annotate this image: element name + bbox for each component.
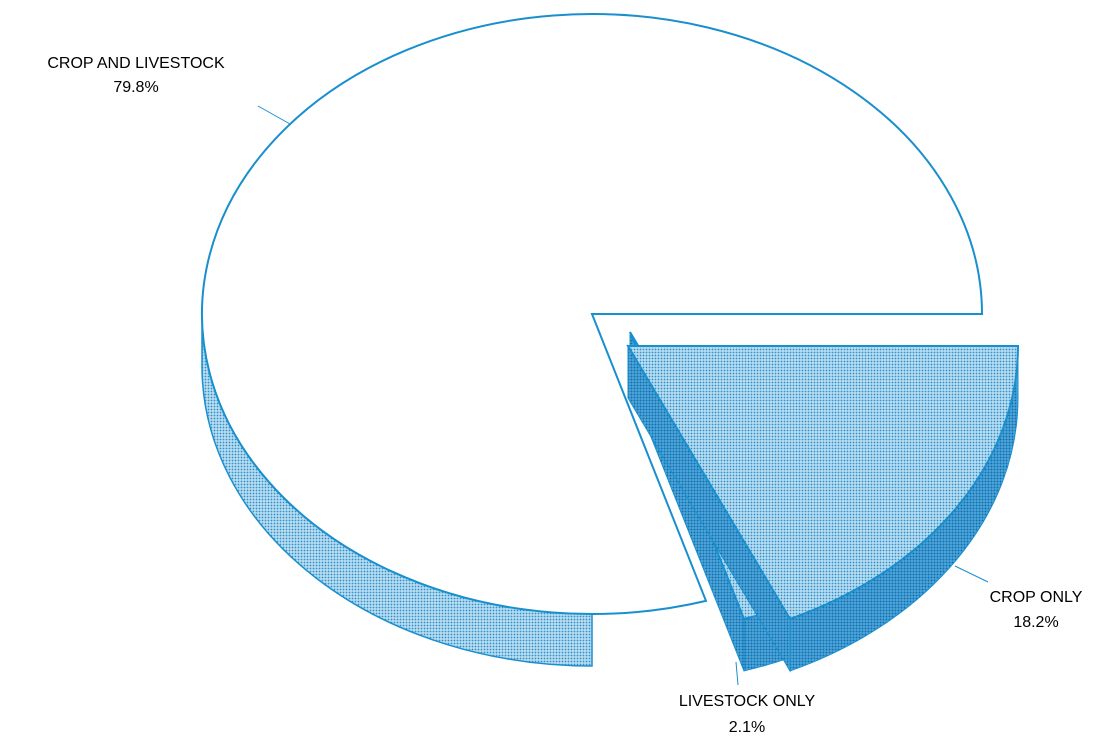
label-crop-and-livestock: CROP AND LIVESTOCK 79.8% [47, 55, 291, 125]
slice-label-value: 18.2% [1013, 614, 1058, 631]
slice-label-name: LIVESTOCK ONLY [679, 693, 816, 710]
label-crop-only: CROP ONLY 18.2% [954, 565, 1083, 631]
slice-crop-only [626, 345, 1020, 621]
label-livestock-only: LIVESTOCK ONLY 2.1% [679, 661, 816, 736]
leader-crop-and-livestock [257, 105, 291, 125]
slice-label-value: 2.1% [729, 719, 765, 736]
slice-label-value: 79.8% [113, 79, 158, 96]
leader-livestock-only [735, 661, 739, 686]
slice-label-name: CROP ONLY [990, 589, 1083, 606]
slice-label-name: CROP AND LIVESTOCK [47, 55, 225, 72]
leader-crop-only [954, 565, 989, 583]
slices-layer [201, 13, 1020, 673]
slice-crop-and-livestock [201, 13, 984, 615]
